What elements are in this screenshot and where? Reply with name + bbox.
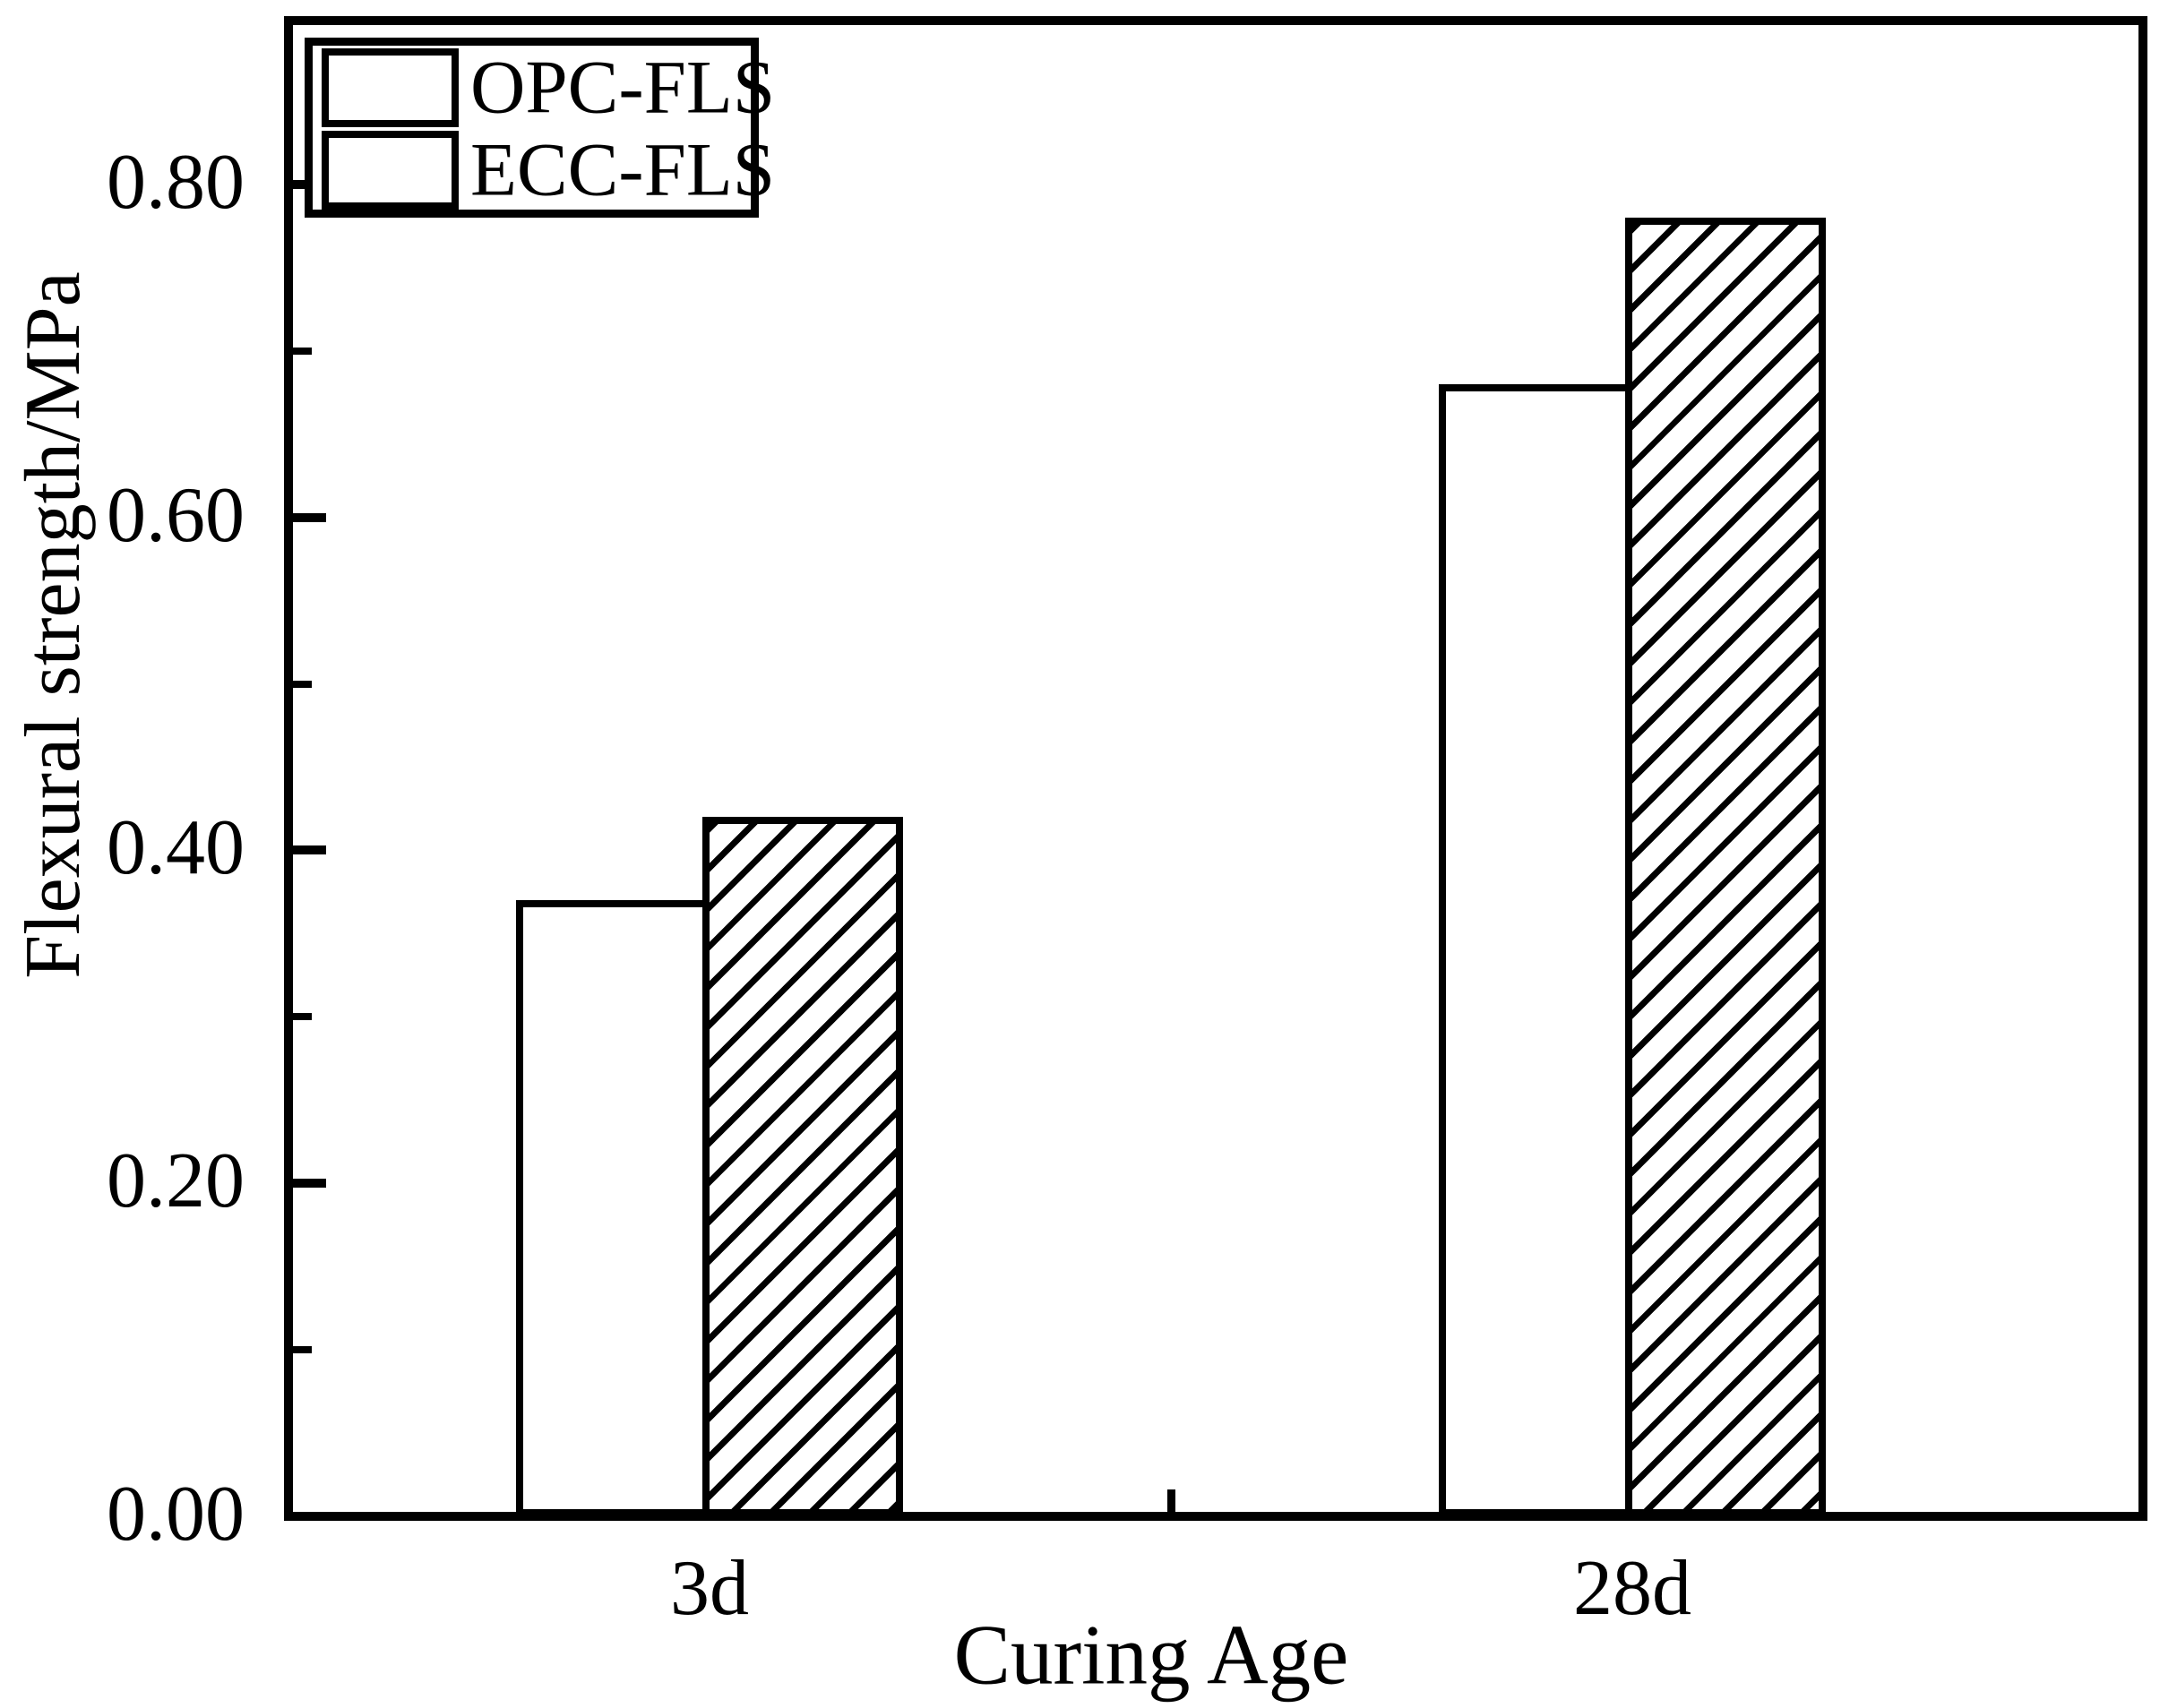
bar-ecc-fls-3d <box>702 817 903 1516</box>
y-tick-label-0.60: 0.60 <box>107 472 245 560</box>
x-category-label-3d: 3d <box>670 1545 749 1632</box>
y-axis-title: Flexural strength/MPa <box>10 271 97 979</box>
legend-label-opc-fls: OPC-FLS <box>470 45 776 130</box>
x-minor-tick-mid <box>1167 1489 1175 1512</box>
bar-opc-fls-28d <box>1439 384 1632 1516</box>
legend-swatch-opc-fls <box>322 48 459 127</box>
y-minor-tick-0.7 <box>293 348 312 355</box>
y-major-tick-0.40 <box>293 845 326 854</box>
y-minor-tick-0.1 <box>293 1346 312 1353</box>
y-minor-tick-0.3 <box>293 1013 312 1020</box>
y-tick-label-0.20: 0.20 <box>107 1137 245 1225</box>
y-tick-label-0.00: 0.00 <box>107 1471 245 1558</box>
x-category-label-28d: 28d <box>1573 1545 1691 1632</box>
x-axis-title: Curing Age <box>953 1607 1349 1703</box>
y-major-tick-0.60 <box>293 513 326 522</box>
y-tick-label-0.80: 0.80 <box>107 139 245 227</box>
y-minor-tick-0.5 <box>293 681 312 688</box>
legend-swatch-ecc-fls <box>322 131 459 210</box>
y-major-tick-0.20 <box>293 1179 326 1188</box>
legend-box: OPC-FLS ECC-FLS <box>305 38 775 218</box>
y-tick-label-0.40: 0.40 <box>107 804 245 892</box>
legend-label-ecc-fls: ECC-FLS <box>470 127 776 212</box>
bar-opc-fls-3d <box>516 900 710 1516</box>
bar-ecc-fls-28d <box>1625 218 1826 1516</box>
